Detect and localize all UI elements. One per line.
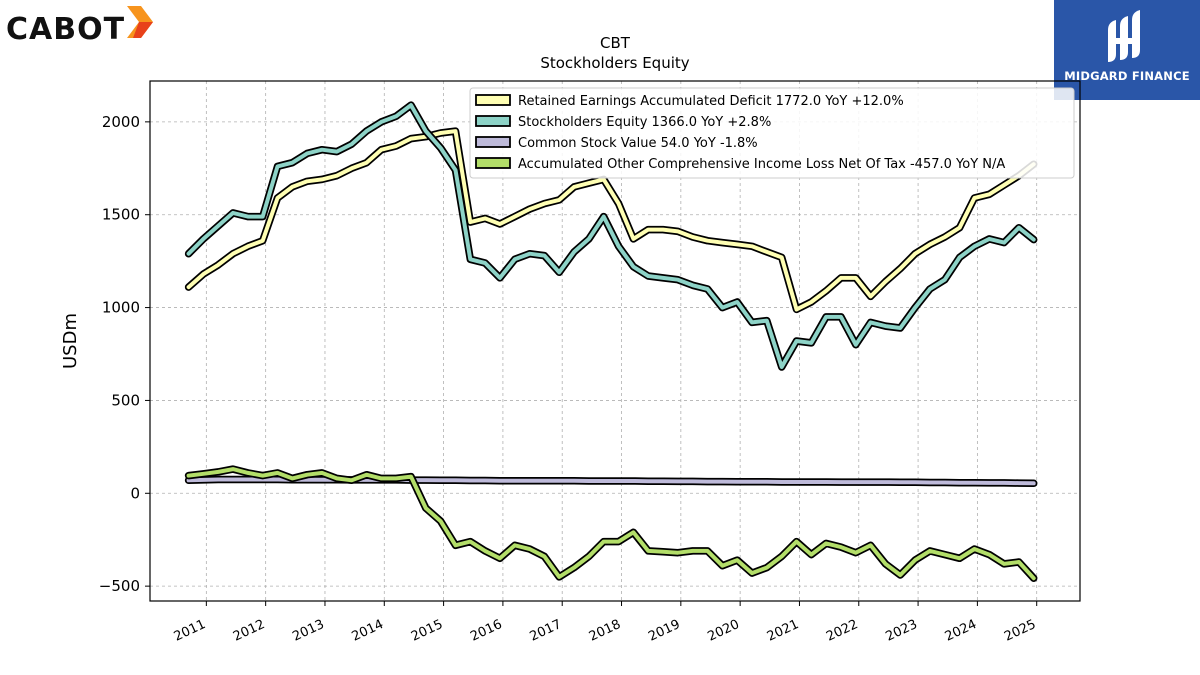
x-tick-label: 2020 bbox=[706, 617, 742, 645]
cabot-logo: CABOT bbox=[6, 4, 155, 54]
y-tick-label: 1500 bbox=[102, 206, 140, 224]
x-tick-label: 2016 bbox=[468, 617, 504, 645]
plot-frame bbox=[149, 80, 1081, 602]
y-tick-label: 1000 bbox=[102, 299, 140, 317]
x-tick-label: 2012 bbox=[231, 617, 267, 645]
legend-swatch bbox=[475, 157, 511, 169]
cabot-chevron-icon bbox=[127, 6, 154, 38]
series-line-0 bbox=[186, 129, 1036, 312]
y-tick-label: 0 bbox=[130, 484, 140, 502]
legend-label: Retained Earnings Accumulated Deficit 17… bbox=[518, 94, 904, 109]
x-tick-label: 2025 bbox=[1002, 617, 1038, 645]
x-tick-label: 2018 bbox=[587, 617, 623, 645]
series-line-2 bbox=[186, 477, 1036, 486]
x-tick-label: 2022 bbox=[824, 617, 860, 645]
legend-swatch bbox=[475, 94, 511, 106]
chart-subtitle: Stockholders Equity bbox=[540, 54, 689, 72]
midgard-finance-logo: MIDGARD FINANCE bbox=[1054, 0, 1200, 100]
x-tick-label: 2014 bbox=[350, 617, 386, 645]
series-lines bbox=[184, 101, 1038, 582]
midgard-finance-text: MIDGARD FINANCE bbox=[1064, 69, 1190, 83]
legend: Retained Earnings Accumulated Deficit 17… bbox=[469, 87, 1075, 179]
series-line-3 bbox=[186, 467, 1036, 581]
y-axis-label: USDm bbox=[60, 313, 81, 369]
x-tick-label: 2019 bbox=[646, 617, 682, 645]
legend-label: Accumulated Other Comprehensive Income L… bbox=[518, 157, 1005, 172]
legend-swatch bbox=[475, 136, 511, 148]
series-line-1 bbox=[186, 103, 1036, 369]
x-tick-label: 2011 bbox=[172, 617, 208, 645]
x-tick-label: 2017 bbox=[528, 617, 564, 645]
x-tick-label: 2021 bbox=[765, 617, 801, 645]
legend-box bbox=[469, 87, 1075, 179]
legend-label: Stockholders Equity 1366.0 YoY +2.8% bbox=[518, 115, 771, 130]
x-tick-label: 2023 bbox=[883, 617, 919, 645]
x-tick-label: 2013 bbox=[290, 617, 326, 645]
cabot-logo-text: CABOT bbox=[6, 11, 126, 47]
x-tick-label: 2015 bbox=[409, 617, 445, 645]
y-tick-label: 2000 bbox=[102, 113, 140, 131]
chart-title: CBT bbox=[600, 34, 631, 52]
legend-swatch bbox=[475, 115, 511, 127]
legend-label: Common Stock Value 54.0 YoY -1.8% bbox=[518, 136, 758, 151]
y-tick-label: −500 bbox=[99, 577, 140, 595]
midgard-emblem-icon bbox=[1108, 10, 1140, 62]
x-tick-label: 2024 bbox=[943, 617, 979, 645]
y-tick-label: 500 bbox=[111, 391, 140, 409]
